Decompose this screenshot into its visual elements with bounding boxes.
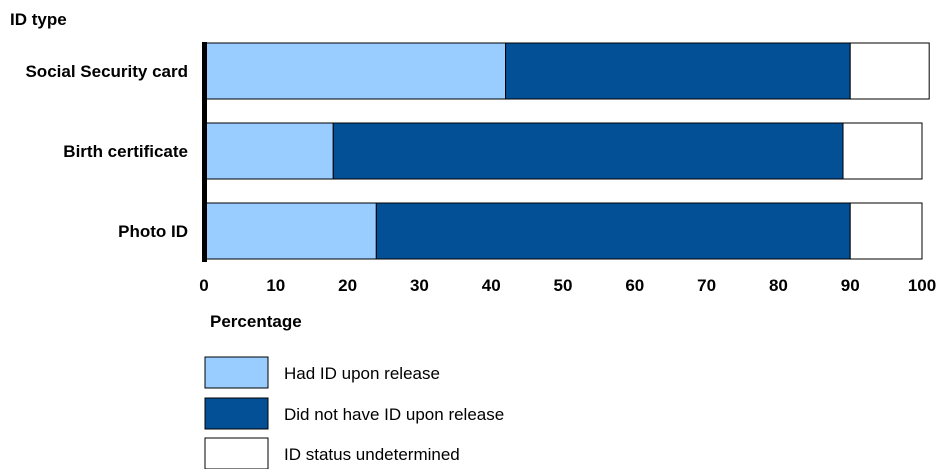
bar-photo-id-had-id-upon-release xyxy=(203,202,377,260)
legend-swatch-had-id-upon-release xyxy=(204,356,269,389)
x-tick-label: 50 xyxy=(554,276,573,295)
x-tick-label: 10 xyxy=(266,276,285,295)
legend-label: ID status undetermined xyxy=(284,445,460,464)
x-tick-label: 70 xyxy=(697,276,716,295)
category-label: Photo ID xyxy=(118,222,188,241)
x-tick-label: 100 xyxy=(908,276,936,295)
category-label: Birth certificate xyxy=(63,142,188,161)
legend-swatch-id-status-undetermined xyxy=(204,437,269,469)
y-axis-title: ID type xyxy=(10,10,67,29)
x-tick-label: 90 xyxy=(841,276,860,295)
x-tick-label: 30 xyxy=(410,276,429,295)
legend-swatch-did-not-have-id-upon-release xyxy=(204,397,269,430)
x-axis-title: Percentage xyxy=(210,312,302,331)
legend-label: Did not have ID upon release xyxy=(284,405,504,424)
x-tick-label: 0 xyxy=(199,276,208,295)
bar-photo-id-id-status-undetermined xyxy=(849,202,923,260)
x-tick-labels: 0 10 20 30 40 50 60 70 80 90 100 xyxy=(199,276,936,295)
x-tick-label: 20 xyxy=(338,276,357,295)
x-tick-label: 80 xyxy=(769,276,788,295)
legend: Had ID upon release Did not have ID upon … xyxy=(204,356,504,469)
bar-birth-certificate-did-not-have-id-upon-release xyxy=(332,122,844,180)
category-label: Social Security card xyxy=(25,62,188,81)
bar-social-security-card-had-id-upon-release xyxy=(203,42,507,100)
bars-group xyxy=(203,42,930,260)
bar-social-security-card-id-status-undetermined xyxy=(849,42,930,100)
bar-social-security-card-did-not-have-id-upon-release xyxy=(505,42,851,100)
x-tick-label: 40 xyxy=(482,276,501,295)
bar-birth-certificate-id-status-undetermined xyxy=(842,122,923,180)
category-labels: Social Security card Birth certificate Pho… xyxy=(25,62,188,241)
x-tick-label: 60 xyxy=(625,276,644,295)
bar-photo-id-did-not-have-id-upon-release xyxy=(375,202,851,260)
bar-birth-certificate-had-id-upon-release xyxy=(203,122,334,180)
legend-label: Had ID upon release xyxy=(284,364,440,383)
